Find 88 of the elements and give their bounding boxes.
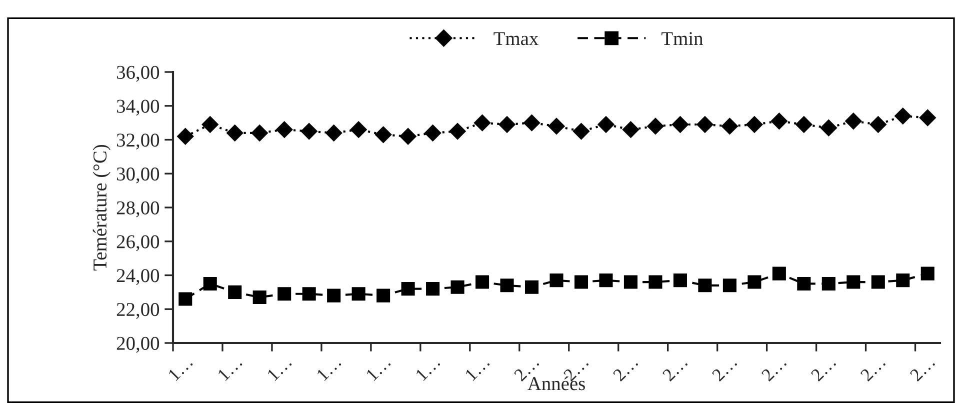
point [252, 290, 266, 304]
point [696, 116, 714, 133]
point [870, 116, 887, 133]
point [896, 274, 910, 288]
point [721, 118, 738, 135]
x-tick-label: 1… [415, 356, 440, 382]
x-tick-label: 2… [612, 356, 638, 382]
point [822, 276, 836, 290]
point [278, 287, 292, 301]
y-tick-label: 28,00 [116, 201, 160, 218]
y-axis-title: Temérature (°C) [92, 144, 110, 271]
point [548, 118, 565, 135]
point [574, 275, 588, 289]
point [894, 108, 912, 124]
point [474, 114, 491, 132]
point [920, 266, 934, 280]
point [919, 109, 936, 126]
point [770, 112, 788, 130]
legend-label: Tmax [494, 32, 538, 46]
x-tick-label: 2… [909, 356, 936, 382]
point [302, 287, 316, 301]
point [400, 128, 416, 145]
point [845, 112, 862, 130]
point [722, 278, 736, 292]
y-tick-label: 36,00 [116, 66, 160, 82]
y-tick-label: 32,00 [116, 134, 160, 150]
point [228, 285, 242, 299]
x-tick-label: 1… [316, 356, 342, 382]
point [598, 116, 614, 133]
x-tick-label: 2… [712, 356, 738, 382]
point [374, 126, 392, 144]
point [203, 276, 217, 290]
point [871, 275, 885, 289]
point [226, 124, 244, 142]
point [202, 116, 218, 133]
point [376, 288, 390, 302]
point [746, 116, 763, 133]
point [276, 121, 293, 138]
point [523, 114, 540, 132]
point [648, 275, 662, 289]
y-tick-label: 20,00 [116, 336, 160, 353]
x-tick-label: 2… [810, 356, 836, 382]
point [550, 274, 564, 288]
point [251, 124, 268, 142]
y-tick-label: 24,00 [116, 269, 160, 285]
point [796, 116, 812, 133]
point [599, 274, 613, 288]
x-tick-label: 2… [860, 356, 886, 382]
point [698, 278, 712, 292]
point [622, 121, 640, 138]
point [820, 120, 838, 136]
point [500, 278, 514, 292]
point [748, 275, 762, 289]
y-tick-label: 30,00 [116, 167, 160, 184]
x-tick-label: 1… [168, 356, 194, 382]
y-tick-label: 22,00 [116, 302, 160, 319]
x-tick-label: 1… [464, 356, 490, 382]
point [673, 274, 687, 288]
point [327, 288, 341, 302]
point [325, 124, 342, 142]
point [476, 275, 490, 289]
point [449, 122, 466, 140]
point [424, 124, 442, 142]
point [797, 276, 811, 290]
x-tick-label: 1… [217, 356, 243, 382]
x-tick-label: 2… [662, 356, 688, 382]
point [846, 275, 860, 289]
x-tick-label: 2… [760, 356, 787, 382]
point [426, 282, 440, 296]
point [524, 280, 539, 294]
point [772, 266, 786, 280]
point [300, 122, 318, 140]
point [624, 275, 638, 289]
x-tick-label: 1… [266, 356, 292, 382]
legend-label: Tmin [662, 32, 703, 45]
point [350, 121, 367, 138]
point [647, 118, 664, 135]
point [352, 287, 366, 301]
point [450, 280, 464, 294]
point [178, 292, 192, 306]
y-tick-label: 26,00 [116, 235, 160, 252]
point [672, 116, 689, 133]
point [498, 116, 516, 133]
y-tick-label: 34,00 [116, 100, 160, 116]
point [176, 128, 194, 145]
point [572, 122, 590, 140]
x-tick-label: 1… [366, 356, 391, 382]
point [401, 282, 415, 296]
